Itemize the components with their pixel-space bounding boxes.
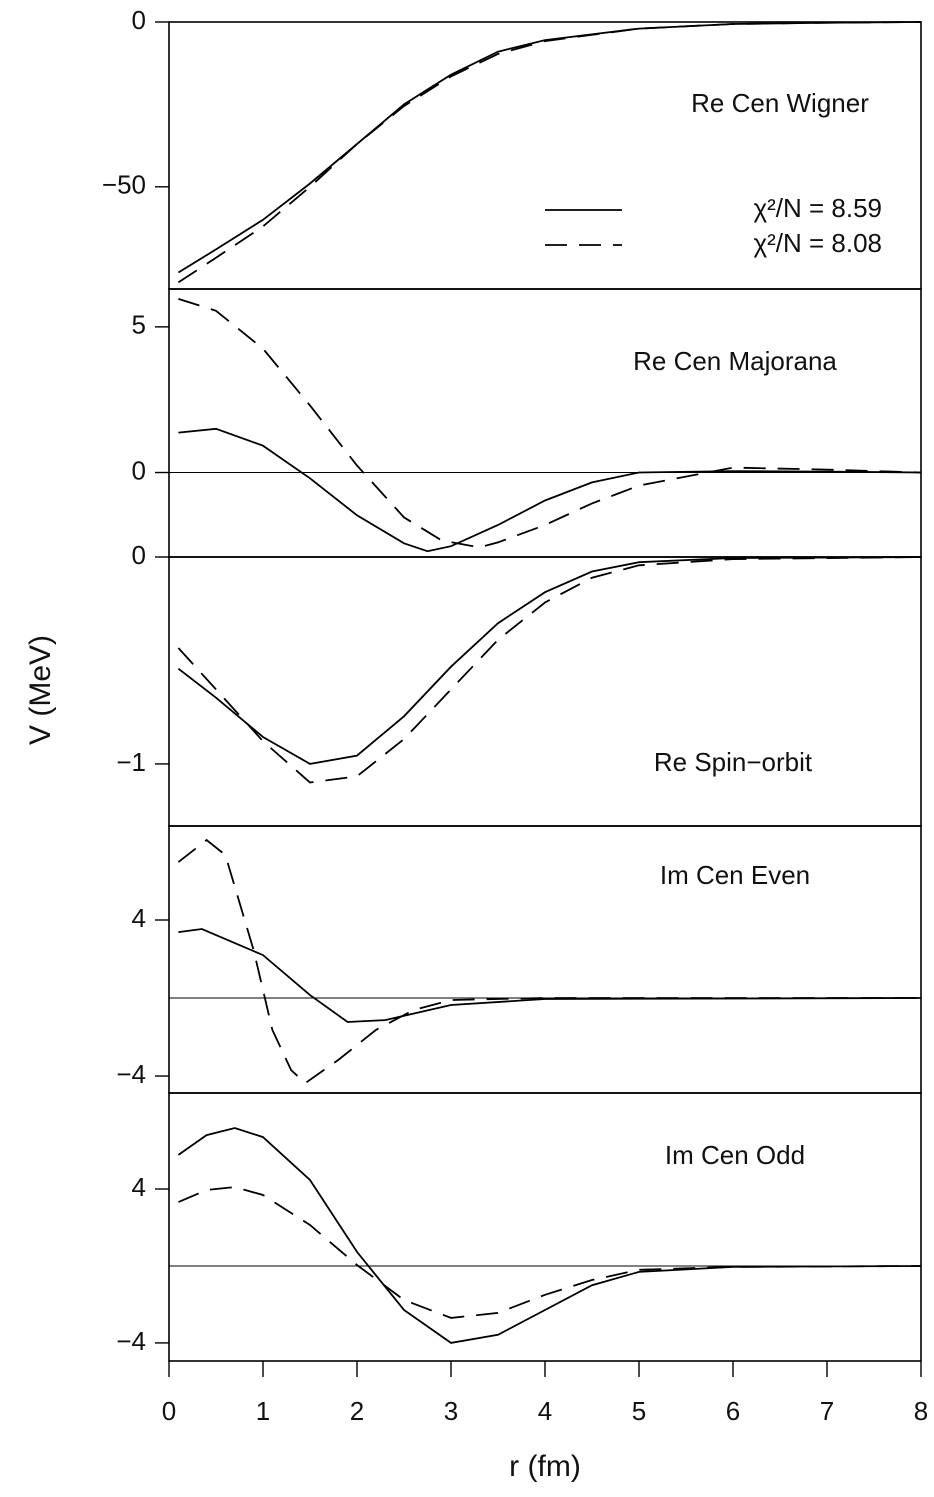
y-tick-label: 0 xyxy=(132,540,146,570)
panel-frame xyxy=(168,288,922,558)
x-tick-label: 5 xyxy=(632,1396,646,1426)
curve xyxy=(178,1186,922,1319)
y-tick-label: −1 xyxy=(116,747,146,777)
panel-title: Im Cen Even xyxy=(660,860,810,890)
panel-title: Re Cen Wigner xyxy=(691,88,869,118)
panel-title: Re Spin−orbit xyxy=(654,747,813,777)
x-tick-label: 8 xyxy=(914,1396,928,1426)
legend-label: χ²/N = 8.08 xyxy=(753,228,882,258)
curve xyxy=(178,298,922,549)
x-axis-label: r (fm) xyxy=(509,1450,581,1483)
x-tick-label: 3 xyxy=(444,1396,458,1426)
curve xyxy=(178,427,922,553)
y-axis-label: V (MeV) xyxy=(24,635,57,745)
y-tick-label: −4 xyxy=(116,1326,146,1356)
legend-label: χ²/N = 8.59 xyxy=(753,193,882,223)
panel-title: Re Cen Majorana xyxy=(633,346,837,376)
y-tick-label: 4 xyxy=(132,1172,146,1202)
x-tick-label: 0 xyxy=(162,1396,176,1426)
y-tick-label: 0 xyxy=(132,5,146,35)
panel-title: Im Cen Odd xyxy=(665,1140,805,1170)
curve xyxy=(178,928,922,1023)
y-tick-label: −50 xyxy=(102,170,146,200)
curve xyxy=(177,1127,922,1344)
y-tick-label: 4 xyxy=(132,903,146,933)
panel-frame xyxy=(168,556,922,827)
curve xyxy=(177,21,922,284)
x-tick-label: 7 xyxy=(820,1396,834,1426)
x-tick-label: 4 xyxy=(538,1396,552,1426)
x-tick-label: 6 xyxy=(726,1396,740,1426)
y-tick-label: 5 xyxy=(132,310,146,340)
y-tick-label: 0 xyxy=(132,455,146,485)
curve xyxy=(177,556,922,765)
x-tick-label: 2 xyxy=(350,1396,364,1426)
curve xyxy=(177,556,922,784)
x-tick-label: 1 xyxy=(256,1396,270,1426)
y-tick-label: −4 xyxy=(116,1059,146,1089)
panel-frame xyxy=(168,1092,922,1362)
